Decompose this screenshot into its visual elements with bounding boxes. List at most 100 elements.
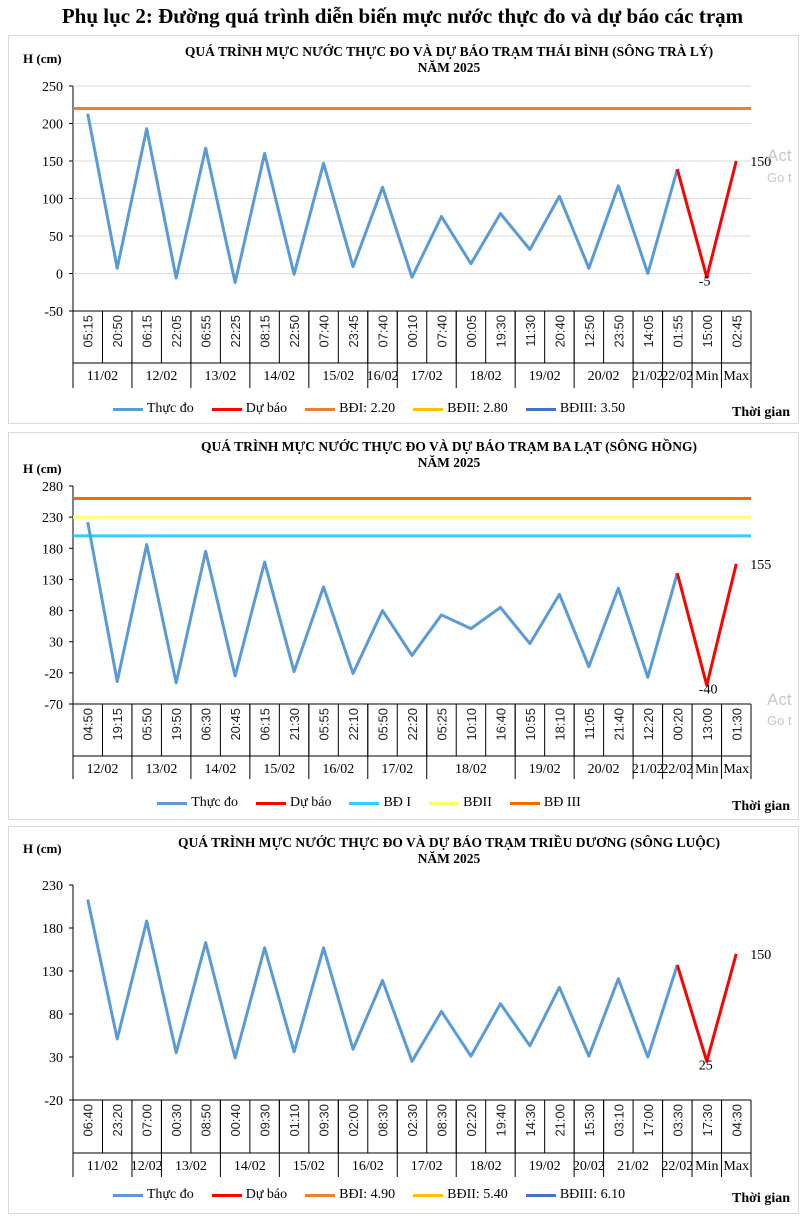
x-tick-label: 10:55 xyxy=(523,708,538,741)
x-group-label: 15/02 xyxy=(263,762,295,777)
legend-swatch xyxy=(305,407,336,411)
x-tick-label: 07:40 xyxy=(434,315,449,348)
legend-item: BĐ I xyxy=(349,795,411,811)
legend-swatch xyxy=(305,1193,336,1197)
x-tick-label: 21:30 xyxy=(287,708,302,741)
x-group-label: 14/02 xyxy=(204,762,236,777)
x-group-label: 14/02 xyxy=(263,369,295,384)
legend-swatch xyxy=(112,407,143,411)
x-group-label: 21/02 xyxy=(632,762,664,777)
chart-title: QUÁ TRÌNH MỰC NƯỚC THỰC ĐO VÀ DỰ BÁO TRẠ… xyxy=(129,44,769,76)
x-tick-label: 11:30 xyxy=(523,315,538,347)
x-tick-label: 05:55 xyxy=(317,708,332,741)
y-tick-label: 150 xyxy=(42,155,63,170)
watermark-2: Act xyxy=(767,690,792,709)
x-tick-label: 22:10 xyxy=(346,708,361,741)
watermark-1b: Go t xyxy=(767,170,792,185)
x-group-label: 11/02 xyxy=(87,1159,118,1174)
legend-swatch xyxy=(525,1193,556,1197)
x-group-label: Max xyxy=(723,762,749,777)
x-group-label: 13/02 xyxy=(145,762,177,777)
chart-ba-lat: -70 -20 30 80 130 180 230 280 04:50 19:15 05:50 19:… xyxy=(8,432,799,820)
x-tick-label: 11:05 xyxy=(582,708,597,740)
y-tick-label: 0 xyxy=(56,268,63,283)
legend-label: BĐ III xyxy=(543,795,581,810)
legend-item: BĐI: 4.90 xyxy=(305,1187,395,1203)
legend-label: BĐ I xyxy=(383,795,412,810)
x-group-label: 20/02 xyxy=(573,1159,605,1174)
x-tick-label: 22:25 xyxy=(228,315,243,348)
x-tick-label: 17:30 xyxy=(700,1104,715,1137)
x-tick-label: 09:30 xyxy=(317,1104,332,1137)
x-tick-label: 14:05 xyxy=(641,315,656,348)
legend-label: Dự báo xyxy=(245,401,288,416)
x-tick-label: 00:30 xyxy=(169,1104,184,1137)
chart-svg: -70 -20 30 80 130 180 230 280 04:50 19:15 05:50 19:… xyxy=(42,480,771,779)
chart-thai-binh: -50 0 50 100 150 200 250 05:15 20:50 06:15 22:05 06… xyxy=(8,35,799,424)
y-tick-label: -20 xyxy=(44,1094,63,1109)
x-group-label: 18/02 xyxy=(455,762,487,777)
x-tick-label: 23:45 xyxy=(346,315,361,348)
x-tick-label: 01:30 xyxy=(729,708,744,741)
y-tick-label: -50 xyxy=(44,305,63,320)
x-tick-label: 08:15 xyxy=(258,315,273,348)
legend-item: Thực đo xyxy=(157,795,238,811)
x-tick-label: 04:50 xyxy=(81,708,96,741)
y-tick-label: 30 xyxy=(49,1051,63,1066)
legend-swatch xyxy=(525,407,556,411)
x-tick-label: 23:20 xyxy=(110,1104,125,1137)
y-tick-label: 130 xyxy=(42,573,63,588)
x-tick-label: 19:30 xyxy=(493,315,508,348)
y-tick-label: 100 xyxy=(42,193,63,208)
legend-swatch xyxy=(413,1193,444,1197)
x-group-label: 20/02 xyxy=(588,369,620,384)
y-tick-label: 250 xyxy=(42,80,63,95)
watermark-2b: Go t xyxy=(767,713,792,728)
legend-item: BĐII: 5.40 xyxy=(413,1187,508,1203)
x-tick-label: 08:50 xyxy=(199,1104,214,1137)
legend: Thực đo Dự báo BĐI: 4.90 BĐII: 5.40 BĐIII: 6… xyxy=(9,1187,729,1203)
legend-item: BĐ III xyxy=(509,795,581,811)
x-tick-label: 02:20 xyxy=(464,1104,479,1137)
chart-subtitle: NĂM 2025 xyxy=(417,60,481,75)
y-tick-label: 230 xyxy=(42,879,63,894)
chart-subtitle: NĂM 2025 xyxy=(417,455,481,470)
x-axis-label: Thời gian xyxy=(732,1191,790,1206)
legend-swatch xyxy=(211,407,242,411)
y-tick-label: -20 xyxy=(44,667,63,682)
x-group-label: 22/02 xyxy=(661,1159,693,1174)
legend-label: Thực đo xyxy=(191,795,239,810)
x-tick-label: 04:30 xyxy=(729,1104,744,1137)
x-group-label: 19/02 xyxy=(529,1159,561,1174)
x-group-label: 17/02 xyxy=(411,1159,443,1174)
chart-svg: -20 30 80 130 180 230 06:40 23:20 07:00 00:30 08:5… xyxy=(42,879,771,1177)
x-group-label: 22/02 xyxy=(661,762,693,777)
x-tick-label: 02:30 xyxy=(405,1104,420,1137)
x-tick-label: 06:40 xyxy=(81,1104,96,1137)
legend-item: BĐII xyxy=(429,795,492,811)
legend: Thực đo Dự báo BĐ I BĐII BĐ III xyxy=(9,795,729,811)
legend-label: BĐI: 4.90 xyxy=(339,1187,396,1202)
x-group-label: 20/02 xyxy=(588,762,620,777)
legend-swatch xyxy=(256,801,287,805)
x-tick-label: 08:30 xyxy=(376,1104,391,1137)
x-tick-label: 20:40 xyxy=(552,315,567,348)
legend-swatch xyxy=(349,801,380,805)
y-axis-label: H (cm) xyxy=(23,51,62,66)
x-tick-label: 06:15 xyxy=(140,315,155,348)
x-group-label: 15/02 xyxy=(293,1159,325,1174)
legend-label: Dự báo xyxy=(290,795,332,810)
x-group-label: Min xyxy=(695,1159,718,1174)
chart-trieu-duong: -20 30 80 130 180 230 06:40 23:20 07:00 00:30 08:5… xyxy=(8,826,799,1214)
legend-swatch xyxy=(509,801,540,805)
x-tick-label: 01:55 xyxy=(670,315,685,348)
observed-line xyxy=(86,521,679,685)
legend-swatch xyxy=(157,801,188,805)
x-group-label: 13/02 xyxy=(204,369,236,384)
x-axis-label: Thời gian xyxy=(732,405,790,420)
x-group-label: 15/02 xyxy=(322,369,354,384)
legend-item: BĐIII: 6.10 xyxy=(525,1187,625,1203)
x-group-label: Max xyxy=(723,369,749,384)
chart-subtitle: NĂM 2025 xyxy=(417,851,481,866)
x-tick-label: 03:30 xyxy=(670,1104,685,1137)
